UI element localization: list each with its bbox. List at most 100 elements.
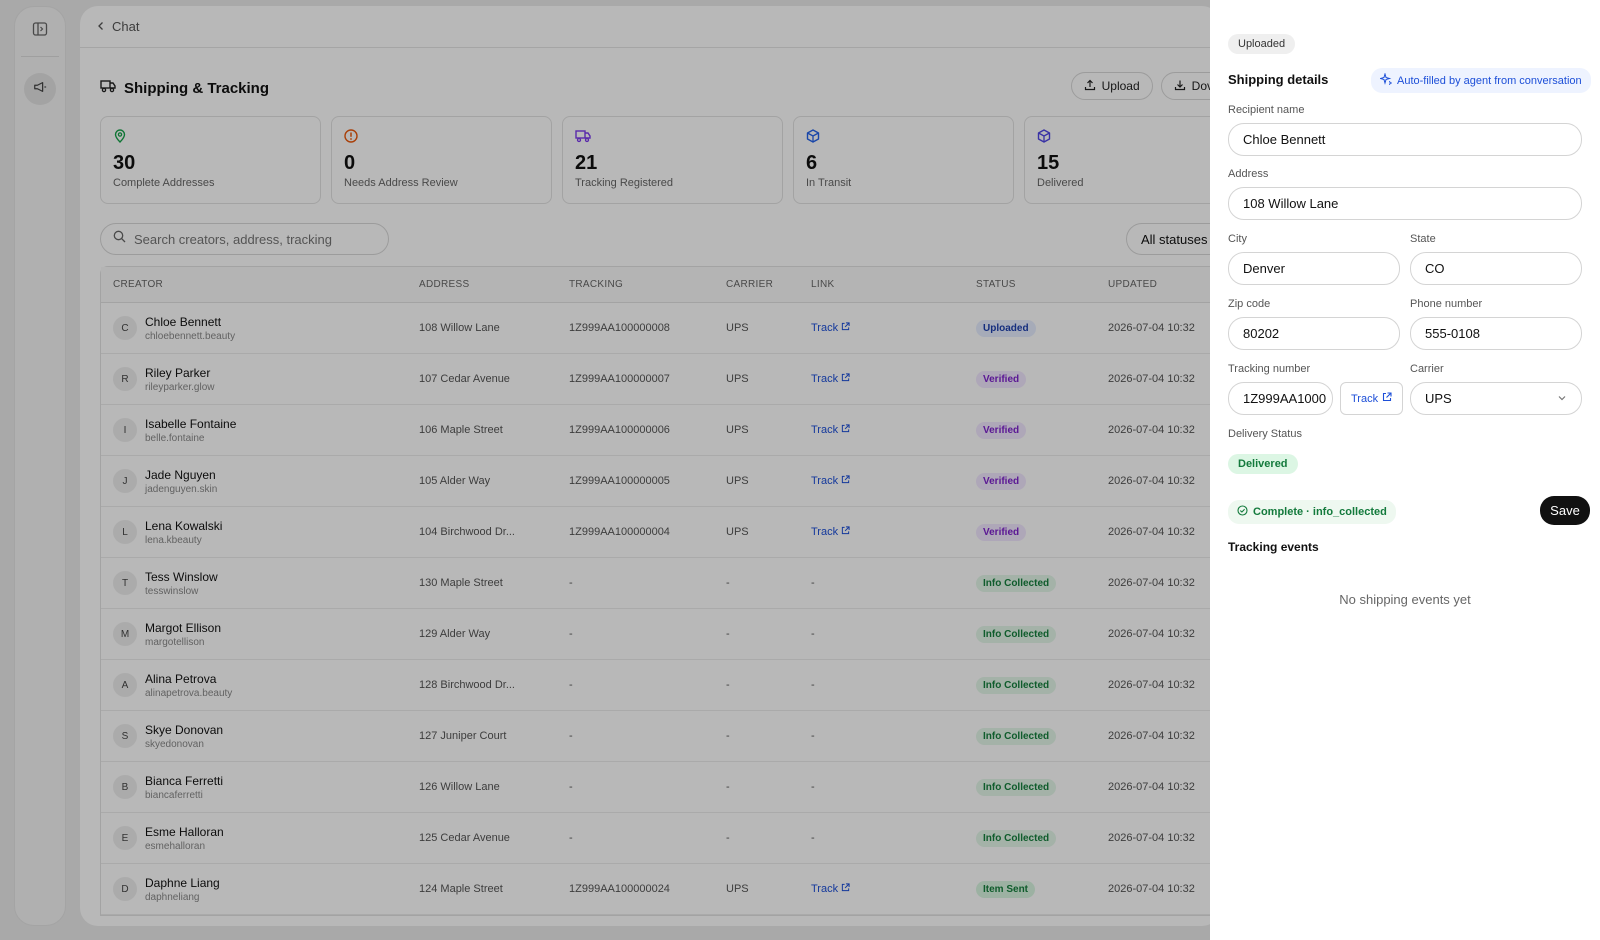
header-link[interactable]: LINK [811, 279, 835, 290]
carrier-select[interactable]: UPS [1410, 382, 1582, 415]
track-button-label: Track [1351, 392, 1379, 405]
shipping-details-drawer: Uploaded Shipping details Auto-filled by… [1210, 0, 1600, 940]
header-address[interactable]: ADDRESS [419, 279, 470, 290]
city-field[interactable]: Denver [1228, 252, 1400, 285]
campaign-nav-button[interactable] [24, 73, 56, 105]
link-empty: - [811, 781, 815, 793]
zip-label: Zip code [1228, 298, 1271, 310]
avatar: M [113, 622, 137, 646]
creator-name: Margot Ellison [145, 620, 222, 635]
sparkle-icon [1378, 72, 1393, 88]
link-empty: - [811, 730, 815, 742]
address-cell: 127 Juniper Court [419, 730, 507, 742]
address-field[interactable]: 108 Willow Lane [1228, 187, 1582, 220]
updated-cell: 2026-07-04 10:32 [1108, 373, 1195, 385]
tracking-cell: - [569, 628, 573, 640]
table-row[interactable]: B Bianca Ferretti biancaferretti 126 Wil… [101, 762, 1220, 813]
stat-value: 21 [575, 152, 598, 174]
header-tracking[interactable]: TRACKING [569, 279, 624, 290]
sidebar-toggle-icon[interactable] [32, 21, 48, 42]
external-link-icon [841, 373, 850, 385]
updated-cell: 2026-07-04 10:32 [1108, 577, 1195, 589]
address-cell: 126 Willow Lane [419, 781, 500, 793]
track-link[interactable]: Track [811, 373, 850, 385]
link-cell: - [811, 577, 976, 589]
address-label: Address [1228, 168, 1269, 180]
recipient-name-field[interactable]: Chloe Bennett [1228, 123, 1582, 156]
autofill-badge: Auto-filled by agent from conversation [1371, 68, 1591, 93]
status-filter-select[interactable]: All statuses [1126, 223, 1220, 255]
modal-overlay[interactable] [0, 0, 1210, 940]
table-row[interactable]: A Alina Petrova alinapetrova.beauty 128 … [101, 660, 1220, 711]
search-box[interactable] [100, 223, 389, 255]
package-icon [806, 129, 820, 147]
track-link-label: Track [811, 424, 839, 436]
creator-name: Lena Kowalski [145, 518, 223, 533]
link-cell: - [811, 781, 976, 793]
avatar: A [113, 673, 137, 697]
header-status[interactable]: STATUS [976, 279, 1016, 290]
recipient-label: Recipient name [1228, 104, 1305, 116]
carrier-cell: - [726, 730, 730, 742]
save-button[interactable]: Save [1540, 496, 1590, 525]
table-row[interactable]: I Isabelle Fontaine belle.fontaine 106 M… [101, 405, 1220, 456]
table-row[interactable]: C Chloe Bennett chloebennett.beauty 108 … [101, 303, 1220, 354]
header-carrier[interactable]: CARRIER [726, 279, 774, 290]
track-link[interactable]: Track [811, 322, 850, 334]
external-link-icon [841, 526, 850, 538]
upload-label: Upload [1101, 79, 1140, 93]
table-row[interactable]: D Daphne Liang daphneliang 124 Maple Str… [101, 864, 1220, 915]
table-row[interactable]: L Lena Kowalski lena.kbeauty 104 Birchwo… [101, 507, 1220, 558]
track-button[interactable]: Track [1340, 382, 1404, 415]
track-link[interactable]: Track [811, 475, 850, 487]
package-icon [1037, 129, 1051, 147]
city-label: City [1228, 233, 1247, 245]
table-row[interactable]: S Skye Donovan skyedonovan 127 Juniper C… [101, 711, 1220, 762]
tracking-cell: - [569, 577, 573, 589]
back-button[interactable]: Chat [96, 19, 139, 34]
avatar: T [113, 571, 137, 595]
link-empty: - [811, 832, 815, 844]
table-row[interactable]: R Riley Parker rileyparker.glow 107 Ceda… [101, 354, 1220, 405]
stat-value: 30 [113, 152, 136, 174]
table-row[interactable]: M Margot Ellison margotellison 129 Alder… [101, 609, 1220, 660]
creator-handle: esmehalloran [145, 840, 206, 852]
state-field[interactable]: CO [1410, 252, 1582, 285]
tracking-number-field[interactable]: 1Z999AA1000 [1228, 382, 1333, 415]
address-cell: 128 Birchwood Dr... [419, 679, 515, 691]
status-badge: Info Collected [976, 676, 1057, 694]
avatar: D [113, 877, 137, 901]
creator-handle: alinapetrova.beauty [145, 687, 233, 699]
page-title: Shipping & Tracking [124, 79, 270, 97]
status-cell: Info Collected [976, 676, 1108, 694]
header-updated[interactable]: UPDATED [1108, 279, 1158, 290]
track-link[interactable]: Track [811, 526, 850, 538]
table-row[interactable]: T Tess Winslow tesswinslow 130 Maple Str… [101, 558, 1220, 609]
search-input[interactable] [134, 231, 364, 247]
state-label: State [1410, 233, 1436, 245]
table-row[interactable]: J Jade Nguyen jadenguyen.skin 105 Alder … [101, 456, 1220, 507]
carrier-cell: UPS [726, 424, 749, 436]
phone-field[interactable]: 555-0108 [1410, 317, 1582, 350]
track-link[interactable]: Track [811, 424, 850, 436]
track-link-label: Track [811, 475, 839, 487]
topbar: Chat [80, 6, 1220, 48]
track-link[interactable]: Track [811, 883, 850, 895]
map-pin-icon [113, 129, 127, 147]
stat-value: 15 [1037, 152, 1060, 174]
zip-field[interactable]: 80202 [1228, 317, 1400, 350]
table-row[interactable]: E Esme Halloran esmehalloran 125 Cedar A… [101, 813, 1220, 864]
status-badge: Info Collected [976, 829, 1057, 847]
drawer-title: Shipping details [1228, 72, 1329, 87]
tracking-cell: 1Z999AA100000005 [569, 475, 670, 487]
stat-card: 6 In Transit [793, 116, 1014, 204]
table-body: C Chloe Bennett chloebennett.beauty 108 … [101, 303, 1220, 915]
status-badge: Verified [976, 523, 1027, 541]
status-filter-value: All statuses [1141, 231, 1208, 247]
creator-cell: M Margot Ellison margotellison [101, 621, 419, 648]
tracking-cell: - [569, 679, 573, 691]
upload-button[interactable]: Upload [1070, 72, 1153, 100]
link-cell: Track [811, 373, 976, 385]
carrier-cell: - [726, 781, 730, 793]
header-creator[interactable]: CREATOR [113, 279, 164, 290]
